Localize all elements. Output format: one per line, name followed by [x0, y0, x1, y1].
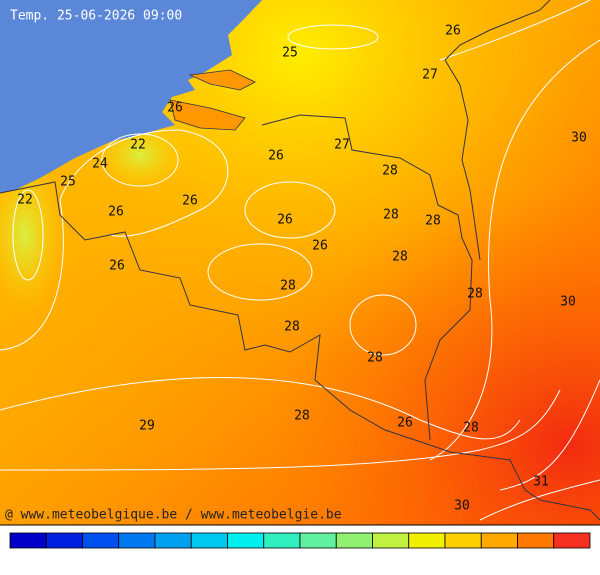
colorbar-swatch — [154, 532, 192, 549]
temperature-label: 24 — [92, 157, 108, 172]
colorbar-swatch — [45, 532, 83, 549]
colorbar-swatch — [227, 532, 265, 549]
temperature-label: 30 — [454, 499, 470, 514]
map-title: Temp. 25-06-2026 09:00 — [10, 9, 182, 24]
temperature-labels: 25 26 27 26 22 26 27 24 25 28 22 26 26 26 28 28 26 28 26 28… — [17, 24, 587, 514]
sea — [0, 0, 262, 193]
temperature-label: 31 — [533, 475, 549, 490]
colorbar-swatch — [299, 532, 337, 549]
temperature-label: 28 — [280, 279, 296, 294]
temperature-label: 28 — [367, 351, 383, 366]
temperature-label: 28 — [425, 214, 441, 229]
colorbar-swatch — [263, 532, 301, 549]
temperature-label: 27 — [334, 138, 350, 153]
temperature-label: 28 — [382, 164, 398, 179]
colorbar-swatch — [190, 532, 228, 549]
temperature-label: 26 — [277, 213, 293, 228]
temperature-label: 26 — [167, 101, 183, 116]
temperature-label: 28 — [463, 421, 479, 436]
colorbar-swatch — [444, 532, 482, 549]
colorbar-swatch — [9, 532, 47, 549]
colorbar — [9, 532, 591, 549]
colorbar-swatch — [408, 532, 446, 549]
temperature-label: 26 — [397, 416, 413, 431]
temperature-label: 26 — [268, 149, 284, 164]
temperature-label: 30 — [571, 131, 587, 146]
temperature-label: 28 — [392, 250, 408, 265]
temperature-label: 26 — [109, 259, 125, 274]
colorbar-swatch — [372, 532, 410, 549]
temperature-label: 22 — [17, 193, 33, 208]
temperature-label: 22 — [130, 138, 146, 153]
temperature-label: 29 — [139, 419, 155, 434]
temperature-label: 25 — [60, 175, 76, 190]
colorbar-swatch — [82, 532, 120, 549]
colorbar-swatch — [480, 532, 518, 549]
temperature-label: 28 — [294, 409, 310, 424]
colorbar-swatch — [517, 532, 555, 549]
temperature-label: 26 — [108, 205, 124, 220]
colorbar-swatch — [118, 532, 156, 549]
temperature-label: 28 — [467, 287, 483, 302]
colorbar-swatch — [553, 532, 591, 549]
temperature-label: 27 — [422, 68, 438, 83]
colorbar-swatch — [335, 532, 373, 549]
temperature-label: 26 — [182, 194, 198, 209]
temperature-label: 25 — [282, 46, 298, 61]
temperature-label: 26 — [312, 239, 328, 254]
credit: @ www.meteobelgique.be / www.meteobelgie… — [5, 508, 342, 523]
temperature-label: 28 — [284, 320, 300, 335]
temperature-label: 30 — [560, 295, 576, 310]
temperature-label: 26 — [445, 24, 461, 39]
temperature-label: 28 — [383, 208, 399, 223]
